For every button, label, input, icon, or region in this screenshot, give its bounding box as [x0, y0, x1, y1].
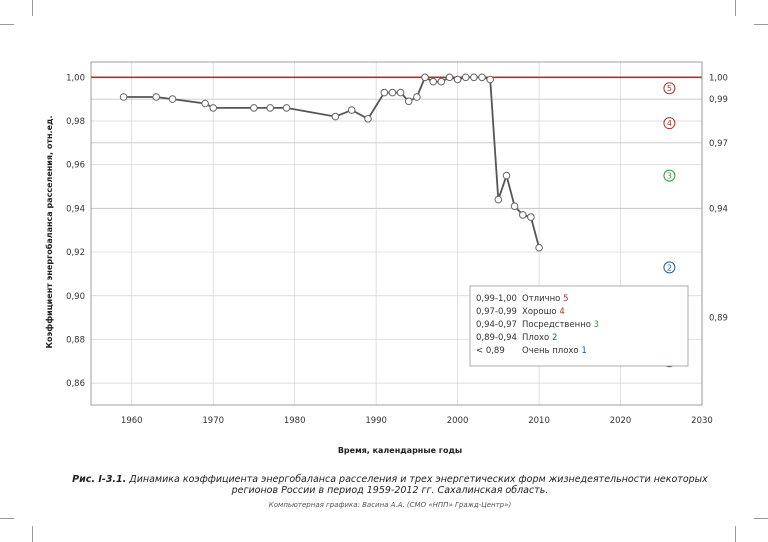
legend-text: Отлично 5	[522, 294, 569, 304]
data-point	[510, 202, 519, 210]
y-tick-label: 0,86	[66, 379, 85, 389]
data-point	[437, 77, 446, 86]
data-point	[421, 73, 429, 82]
caption-line-1: Динамика коэффициента энергобаланса расс…	[129, 474, 708, 485]
y-tick-label: 0,90	[66, 292, 85, 302]
y-right-tick-label: 0,89	[709, 314, 728, 324]
data-point	[527, 213, 535, 221]
y-axis-title: Коэффициент энергобаланса расселения, от…	[44, 116, 54, 349]
caption-line-2: регионов России в период 1959-2012 гг. С…	[231, 485, 549, 496]
x-tick-label: 1990	[365, 416, 387, 426]
data-point	[119, 93, 128, 101]
y-right-tick-label: 0,97	[709, 139, 728, 149]
y-tick-label: 0,98	[66, 117, 85, 127]
data-point	[396, 88, 405, 97]
crop-mark	[735, 526, 736, 542]
x-tick-label: 1970	[202, 416, 224, 426]
data-point	[250, 104, 258, 112]
data-point	[470, 73, 478, 82]
data-point	[168, 95, 177, 103]
data-point	[453, 75, 462, 84]
level-marker-label: 3	[667, 172, 672, 181]
legend-text: Очень плохо 1	[522, 346, 587, 356]
x-axis-title: Время, календарные годы	[338, 446, 462, 455]
series	[119, 73, 543, 252]
data-point	[445, 73, 454, 82]
legend-grade: 1	[581, 346, 586, 356]
y-tick-label: 0,88	[66, 335, 85, 345]
data-point	[502, 171, 511, 180]
data-point	[282, 104, 291, 112]
legend-text: Плохо 2	[522, 333, 557, 343]
crop-mark	[735, 0, 736, 16]
legend-text: Посредственно 3	[522, 320, 599, 330]
plot-frame	[90, 61, 703, 406]
data-point	[486, 75, 495, 84]
data-point	[266, 104, 275, 112]
crop-mark	[754, 24, 768, 25]
x-tick-label: 1960	[121, 416, 143, 426]
legend-grade: 3	[594, 320, 599, 330]
x-tick-label: 2000	[447, 416, 469, 426]
legend-grade: 2	[552, 333, 557, 343]
legend-grade: 5	[563, 294, 568, 304]
x-tick-label: 2030	[691, 416, 713, 426]
x-tick-label: 2010	[528, 416, 550, 426]
legend-range: 0,94-0,97	[476, 320, 517, 330]
level-marker-circle	[663, 169, 676, 182]
level-marker-label: 4	[667, 119, 672, 128]
figure-credit: Компьютерная графика: Васина А.А. (СМО «…	[268, 501, 512, 509]
level-marker-circle	[663, 82, 676, 95]
data-point	[201, 99, 209, 108]
y-right-tick-label: 0,94	[709, 204, 728, 214]
y-right-tick-label: 0,99	[709, 95, 728, 105]
level-marker-circle	[663, 261, 676, 274]
data-point	[478, 73, 486, 82]
data-point	[209, 104, 217, 112]
crop-mark	[32, 526, 33, 542]
data-point	[347, 106, 356, 114]
threshold-lines	[91, 98, 702, 209]
level-marker-circle	[663, 117, 676, 130]
x-tick-label: 2020	[610, 416, 632, 426]
data-point	[535, 243, 543, 252]
legend-box	[469, 285, 689, 367]
x-tick-label: 1980	[284, 416, 306, 426]
data-point	[364, 115, 372, 123]
y-tick-label: 0,92	[66, 248, 85, 258]
legend-range: 0,89-0,94	[476, 333, 517, 343]
data-point	[404, 97, 413, 106]
axes: 1960 1970 1980 1990 2000 2010 2020 2030 1,00 0,98…	[66, 61, 728, 426]
crop-mark	[32, 0, 33, 16]
legend-grade: 4	[559, 307, 564, 317]
data-point	[388, 88, 397, 97]
legend-range: 0,99-1,00	[476, 294, 517, 304]
y-tick-label: 1,00	[66, 73, 85, 83]
legend-text: Хорошо 4	[522, 307, 565, 317]
caption-label: Рис. I-3.1.	[72, 474, 127, 485]
y-right-tick-label: 1,00	[709, 73, 728, 83]
crop-mark	[0, 24, 14, 25]
data-point	[152, 93, 160, 101]
data-point	[380, 88, 389, 97]
crop-mark	[0, 518, 14, 519]
data-point	[461, 73, 470, 82]
data-point	[494, 195, 503, 204]
data-point	[429, 77, 438, 86]
crop-mark	[754, 518, 768, 519]
data-point	[331, 112, 340, 121]
data-point	[519, 211, 527, 219]
legend-range: < 0,89	[476, 346, 505, 356]
level-marker-label: 2	[667, 263, 672, 272]
level-marker-label: 5	[667, 84, 672, 93]
figure-caption: Рис. I-3.1. Динамика коэффициента энерго…	[40, 474, 740, 496]
series-line	[123, 76, 540, 248]
y-tick-label: 0,96	[66, 161, 85, 171]
y-tick-label: 0,94	[66, 204, 85, 214]
legend-range: 0,97-0,99	[476, 307, 517, 317]
data-point	[413, 93, 421, 101]
legend: 0,99-1,00 Отлично 5 0,97-0,99 Хорошо 4 0,94-…	[469, 285, 689, 367]
